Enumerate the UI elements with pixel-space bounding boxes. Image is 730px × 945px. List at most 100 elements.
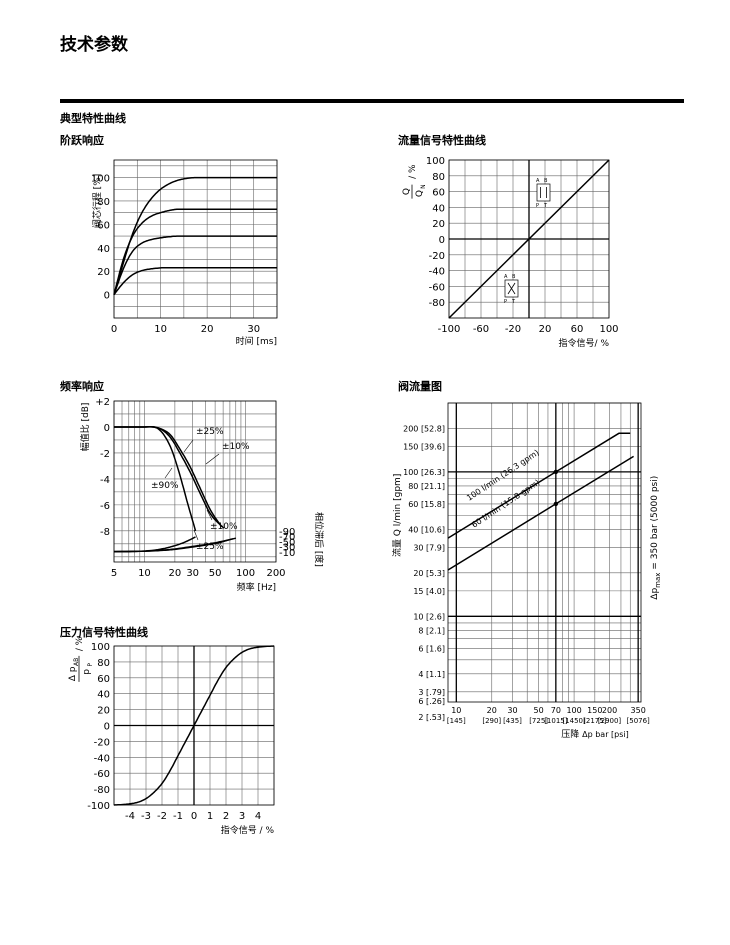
series-line — [448, 159, 610, 319]
chart-title-freq: 频率响应 — [60, 380, 104, 393]
port-label-p: P — [504, 299, 507, 305]
y-tick-label: 20 — [97, 267, 110, 278]
chart-freq: 5 10 20 30 50 100 200 +2 0 -2 -4 -6 -8 -90-70-50-30-1… — [79, 397, 325, 593]
y-tick-label: 40 — [97, 244, 110, 255]
y-tick-label: -60 — [429, 282, 445, 293]
port-label-b: B — [512, 274, 516, 280]
y-tick-label: 100 — [426, 156, 445, 167]
x-axis-label: 压降 Δp bar [psi] — [561, 728, 629, 740]
x-tick-label: 100 — [566, 706, 581, 715]
y-tick-label: 100 — [91, 642, 110, 653]
annotation-leader — [206, 509, 213, 521]
y-tick-label: -8 — [100, 527, 110, 538]
valve-symbol-crossed: A B P T — [504, 274, 519, 305]
flow-line-1 — [447, 455, 634, 571]
x-axis-label: 指令信号 / % — [221, 824, 275, 836]
plot-frame — [447, 402, 642, 703]
chart-flow: -100 -60 -20 20 60 100 100 80 60 40 20 0 -20 -40 -60 -8… — [402, 156, 619, 349]
right-label-part: = 350 bar (5000 psi) — [650, 476, 660, 573]
annotation-label: ±25% — [196, 542, 224, 552]
right-label-part: max — [654, 573, 662, 588]
y-axis-label: 幅值比 [dB] — [79, 403, 91, 452]
phase-tick-label: -90 — [279, 527, 295, 538]
port-label-b: B — [544, 178, 548, 184]
x-tick-label: 30 — [247, 324, 260, 335]
x-tick-label: 20 — [487, 706, 497, 715]
x-tick-psi-label: [5076] — [627, 717, 651, 725]
annotation-leader — [164, 467, 173, 479]
x-tick-label: 20 — [169, 568, 182, 579]
x-tick-psi-label: [145] — [447, 717, 466, 725]
valve-box — [536, 183, 551, 202]
y-tick-label: -100 — [87, 801, 110, 812]
plot-frame — [113, 400, 277, 563]
chart-valve-flow: 200 [52.8] 150 [39.6] 100 [26.3] 80 [21.1] 6… — [391, 402, 662, 740]
x-tick-label: -60 — [473, 324, 489, 335]
x-tick-label: -3 — [141, 811, 151, 822]
y-tick-label: 0 — [104, 291, 110, 302]
y-tick-label: 6 [1.6] — [418, 644, 445, 653]
x-tick-psi-label: [1450] — [562, 717, 586, 725]
x-tick-label: -100 — [438, 324, 461, 335]
chart-title-step: 阶跃响应 — [60, 134, 104, 147]
phase-line-2 — [113, 537, 236, 553]
x-tick-label: -2 — [157, 811, 167, 822]
y-tick-label: -40 — [94, 753, 110, 764]
x-tick-label: 4 — [255, 811, 261, 822]
x-tick-label: 50 — [534, 706, 544, 715]
y-tick-label: -80 — [429, 298, 445, 309]
phase-line-0 — [114, 536, 196, 553]
y-label-denominator-sub: N — [420, 184, 427, 189]
y-axis-label: Q QN/ % — [402, 164, 427, 199]
y-tick-label: 100 [26.3] — [403, 468, 445, 477]
y-tick-label: -4 — [100, 475, 110, 486]
x-tick-label: 20 — [201, 324, 214, 335]
y-label-denominator: Q — [415, 190, 425, 197]
x-tick-label: 30 — [507, 706, 517, 715]
y-axis-label: 阀芯行程 [%] — [91, 174, 103, 228]
valve-symbol-straight: A B P T — [536, 178, 551, 209]
y-tick-label: -20 — [94, 737, 110, 748]
section-title: 典型特性曲线 — [60, 112, 126, 125]
y-tick-label: 15 [4.0] — [413, 587, 445, 596]
port-label-a: A — [536, 178, 540, 184]
x-tick-label: 10 — [451, 706, 461, 715]
x-tick-label: 2 — [223, 811, 229, 822]
phase-tick-label: -50 — [279, 537, 295, 548]
x-tick-psi-label: [2175] — [583, 717, 607, 725]
y-tick-label: 60 — [97, 220, 110, 231]
series-line-3 — [113, 266, 277, 296]
x-tick-label: 0 — [111, 324, 117, 335]
x-axis-label: 时间 [ms] — [236, 335, 277, 347]
x-tick-label: 5 — [111, 568, 117, 579]
y-tick-label: 80 — [97, 197, 110, 208]
x-tick-label: 1 — [207, 811, 213, 822]
port-label-t: T — [543, 203, 548, 209]
y-tick-label: 20 — [432, 219, 445, 230]
plot-frame — [113, 159, 278, 319]
annotation-label: ±25% — [196, 427, 224, 437]
series-line-0 — [113, 176, 277, 295]
y-label-unit: / % — [75, 636, 85, 651]
annotation-leader — [193, 529, 199, 541]
port-label-a: A — [504, 274, 508, 280]
y-tick-label: 3 [.79] — [418, 688, 445, 697]
x-tick-label: 10 — [154, 324, 167, 335]
x-tick-psi-label: [290] — [482, 717, 501, 725]
x-tick-label: 70 — [551, 706, 561, 715]
y-tick-label: 40 — [97, 690, 110, 701]
y-axis-label: 流量 Q l/min [gpm] — [391, 474, 403, 557]
amplitude-line-2 — [114, 426, 225, 529]
annotation-leader — [205, 453, 220, 465]
x-tick-label: 350 — [631, 706, 646, 715]
x-axis-label-part: 压降 — [561, 728, 582, 740]
x-tick-psi-label: [725] — [529, 717, 548, 725]
y-tick-label: 8 [2.1] — [418, 626, 445, 635]
y-axis-label-right: 相位滞后 [度] — [313, 512, 325, 567]
y-tick-label: 6 [.26] — [418, 697, 445, 706]
operating-point — [553, 469, 559, 475]
y-label-numerator: Q — [402, 188, 412, 195]
y-tick-label: 0 — [104, 423, 110, 434]
x-tick-label: 100 — [599, 324, 618, 335]
y-tick-label: 60 — [432, 188, 445, 199]
